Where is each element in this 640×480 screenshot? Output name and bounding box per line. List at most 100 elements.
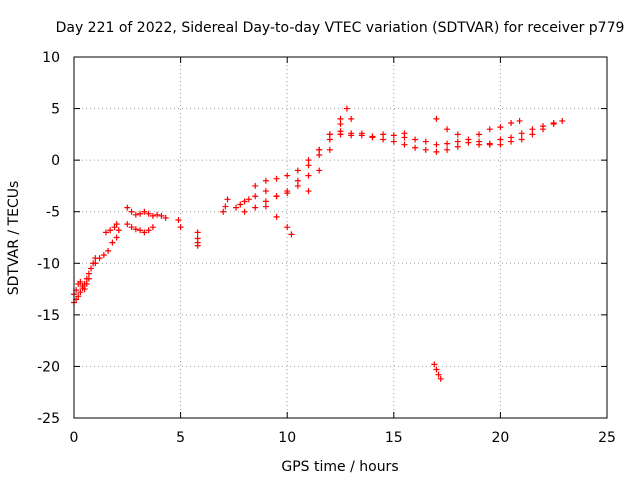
data-point: [380, 131, 387, 138]
data-point: [454, 131, 461, 138]
data-point: [77, 278, 84, 285]
data-point: [294, 177, 301, 184]
data-point: [175, 216, 182, 223]
data-point: [316, 146, 323, 153]
x-tick-label: 20: [491, 430, 509, 446]
data-point: [444, 126, 451, 133]
series-track-7: [175, 216, 184, 231]
data-point: [326, 146, 333, 153]
data-point: [77, 289, 84, 296]
data-point: [316, 167, 323, 174]
data-point: [220, 208, 227, 215]
data-point: [128, 224, 135, 231]
data-point: [433, 148, 440, 155]
data-point: [508, 120, 515, 127]
data-point: [284, 224, 291, 231]
data-point: [444, 146, 451, 153]
data-point: [75, 293, 82, 300]
data-point: [79, 282, 86, 289]
series-track-12: [252, 193, 295, 238]
x-tick-label: 25: [598, 430, 616, 446]
series-track-3: [92, 234, 120, 267]
data-point: [252, 182, 259, 189]
series-track-19: [476, 117, 523, 138]
data-point: [337, 131, 344, 138]
data-point: [294, 167, 301, 174]
data-point: [252, 193, 259, 200]
data-point: [284, 172, 291, 179]
data-point: [262, 177, 269, 184]
data-point: [497, 136, 504, 143]
data-point: [433, 141, 440, 148]
data-point: [194, 242, 201, 249]
y-axis-label: SDTVAR / TECUs: [6, 181, 22, 296]
x-tick-label: 15: [385, 430, 403, 446]
data-point: [194, 229, 201, 236]
y-tick-label: 0: [51, 153, 60, 169]
data-point: [128, 208, 135, 215]
data-point: [412, 136, 419, 143]
data-point: [273, 193, 280, 200]
data-point: [284, 190, 291, 197]
data-point: [444, 140, 451, 147]
data-point: [529, 131, 536, 138]
data-point: [516, 117, 523, 124]
y-tick-label: -5: [46, 205, 60, 221]
data-point: [326, 136, 333, 143]
data-point: [497, 141, 504, 148]
data-point: [343, 105, 350, 112]
data-point: [518, 136, 525, 143]
data-point: [252, 204, 259, 211]
series-track-20: [431, 361, 444, 382]
data-point: [454, 143, 461, 150]
series-track-8: [194, 229, 201, 249]
data-point: [92, 260, 99, 267]
data-point: [224, 196, 231, 203]
data-point: [100, 252, 107, 259]
x-tick-label: 10: [278, 430, 296, 446]
data-point: [326, 131, 333, 138]
data-point: [237, 201, 244, 208]
data-point: [288, 231, 295, 238]
data-point: [141, 208, 148, 215]
data-point: [109, 239, 116, 246]
data-point: [273, 213, 280, 220]
data-point: [422, 146, 429, 153]
data-point: [162, 214, 169, 221]
data-point: [540, 126, 547, 133]
data-point: [124, 221, 131, 228]
data-point: [137, 227, 144, 234]
data-point: [262, 203, 269, 210]
series-track-18: [433, 115, 557, 148]
data-point: [141, 229, 148, 236]
data-point: [96, 255, 103, 262]
data-point: [431, 361, 438, 368]
data-point: [149, 212, 156, 219]
series-track-16: [337, 130, 461, 155]
data-point: [486, 126, 493, 133]
data-point: [113, 221, 120, 228]
data-point: [81, 286, 88, 293]
series-track-11: [241, 115, 355, 215]
data-point: [113, 234, 120, 241]
data-point: [149, 224, 156, 231]
data-point: [437, 375, 444, 382]
series-track-10: [233, 196, 252, 211]
series-track-14: [262, 105, 350, 200]
series-track-6: [124, 221, 156, 236]
data-point: [412, 144, 419, 151]
y-tick-label: -20: [37, 359, 60, 375]
data-point: [348, 132, 355, 139]
series-track-4: [102, 221, 122, 236]
data-point: [222, 203, 229, 210]
data-point: [294, 182, 301, 189]
data-point: [145, 227, 152, 234]
data-point: [550, 121, 557, 128]
data-point: [85, 270, 92, 277]
series-track-17: [401, 117, 566, 148]
data-point: [486, 141, 493, 148]
series-track-1: [71, 255, 99, 306]
y-tick-label: -25: [37, 411, 60, 427]
data-point: [154, 211, 161, 218]
data-point: [124, 204, 131, 211]
